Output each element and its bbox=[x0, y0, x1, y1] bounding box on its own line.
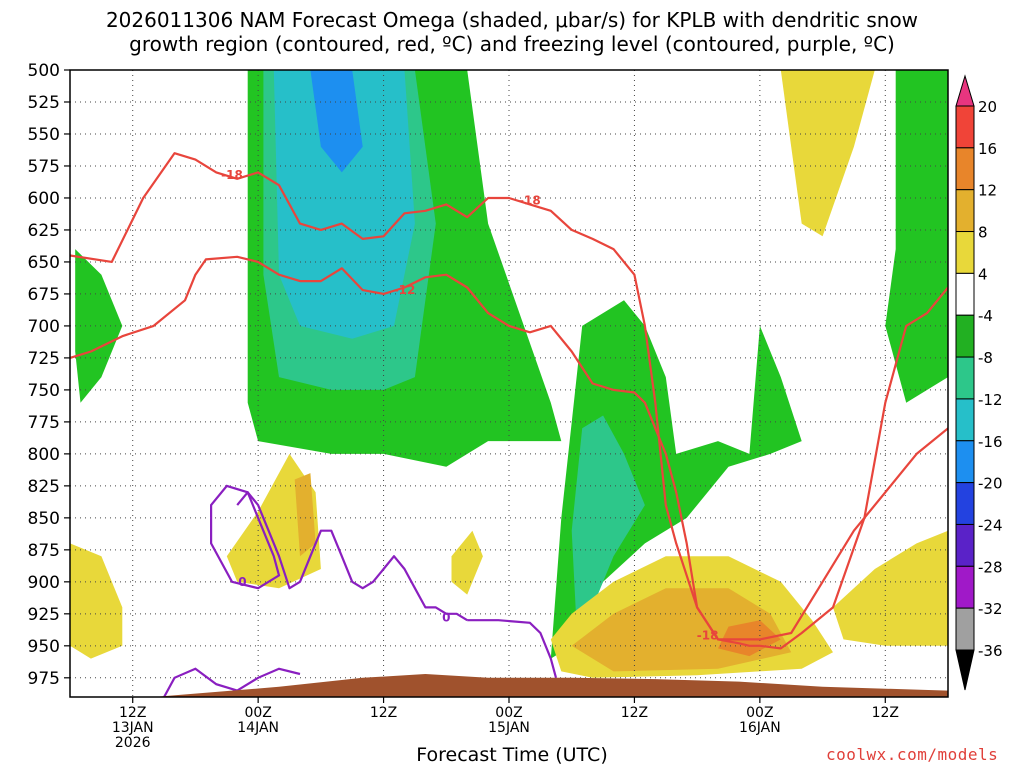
colorbar-label: -8 bbox=[978, 349, 993, 367]
y-tick-label: 775 bbox=[28, 413, 60, 433]
colorbar-box bbox=[955, 231, 975, 274]
colorbar-label: -20 bbox=[978, 475, 1003, 493]
omega-region bbox=[833, 530, 948, 646]
contour-label-minus18: -18 bbox=[221, 168, 243, 182]
contour-label-minus18-c: -18 bbox=[697, 629, 719, 643]
y-tick-label: 600 bbox=[28, 189, 60, 209]
credit-link[interactable]: coolwx.com/models bbox=[826, 745, 999, 764]
x-tick-label: 14JAN bbox=[237, 720, 279, 736]
colorbar-box bbox=[955, 189, 975, 233]
x-tick-label: 16JAN bbox=[739, 720, 781, 736]
colorbar-label: 20 bbox=[978, 98, 997, 116]
y-tick-label: 750 bbox=[28, 381, 60, 401]
omega-region bbox=[780, 70, 875, 237]
omega-region bbox=[294, 473, 316, 557]
colorbar-arrow-bottom bbox=[955, 649, 975, 691]
y-tick-label: 825 bbox=[28, 477, 60, 497]
colorbar-box bbox=[955, 607, 975, 651]
colorbar-label: -24 bbox=[978, 516, 1003, 534]
freezing-level-contour bbox=[236, 491, 468, 622]
colorbar-box bbox=[955, 105, 975, 149]
colorbar-box bbox=[955, 523, 975, 567]
x-tick-label: 00Z bbox=[244, 705, 271, 721]
omega-region bbox=[75, 249, 123, 403]
contour-label-zero: 0 bbox=[238, 575, 246, 589]
omega-region bbox=[571, 415, 645, 633]
colorbar-box bbox=[955, 272, 975, 316]
x-tick-label: 12Z bbox=[370, 705, 397, 721]
dgz-minus12-contour bbox=[70, 255, 948, 650]
freezing-level-loop bbox=[210, 484, 281, 590]
colorbar-label: -12 bbox=[978, 391, 1003, 409]
colorbar-box bbox=[955, 314, 975, 358]
x-tick-label: 00Z bbox=[495, 705, 522, 721]
x-tick-label: 15JAN bbox=[488, 720, 530, 736]
contour-label-zero-b: 0 bbox=[442, 611, 450, 625]
colorbar-label: -36 bbox=[978, 642, 1003, 660]
colorbar-label: 16 bbox=[978, 140, 997, 158]
y-tick-label: 575 bbox=[28, 157, 60, 177]
colorbar-label: 4 bbox=[978, 265, 988, 283]
y-tick-label: 925 bbox=[28, 605, 60, 625]
x-tick-label: 13JAN bbox=[112, 720, 154, 736]
omega-region bbox=[885, 70, 948, 403]
y-tick-label: 950 bbox=[28, 637, 60, 657]
colorbar-box bbox=[955, 565, 975, 609]
y-tick-label: 900 bbox=[28, 573, 60, 593]
dgz-minus18-contour bbox=[70, 152, 948, 641]
y-tick-label: 725 bbox=[28, 349, 60, 369]
colorbar-box bbox=[955, 482, 975, 525]
y-tick-label: 650 bbox=[28, 253, 60, 273]
y-tick-label: 700 bbox=[28, 317, 60, 337]
omega-region bbox=[70, 543, 123, 659]
y-tick-label: 625 bbox=[28, 221, 60, 241]
y-tick-label: 525 bbox=[28, 93, 60, 113]
colorbar-box bbox=[955, 398, 975, 442]
y-tick-label: 850 bbox=[28, 509, 60, 529]
x-tick-label: 12Z bbox=[119, 705, 146, 721]
x-tick-label: 00Z bbox=[746, 705, 773, 721]
y-tick-label: 550 bbox=[28, 125, 60, 145]
omega-region bbox=[451, 530, 483, 595]
x-tick-label: 12Z bbox=[872, 705, 899, 721]
freezing-level-low bbox=[163, 667, 301, 697]
x-tick-label: 12Z bbox=[621, 705, 648, 721]
colorbar-arrow-top bbox=[955, 74, 975, 107]
colorbar-box bbox=[955, 356, 975, 400]
contour-label-minus12: -12 bbox=[394, 283, 416, 297]
x-axis-label: Forecast Time (UTC) bbox=[416, 744, 608, 766]
omega-region bbox=[273, 70, 415, 339]
colorbar-label: -32 bbox=[978, 600, 1003, 618]
colorbar-label: -4 bbox=[978, 307, 993, 325]
x-tick-label: 2026 bbox=[115, 735, 151, 751]
omega-region bbox=[310, 70, 363, 173]
y-tick-label: 975 bbox=[28, 669, 60, 689]
colorbar-label: 8 bbox=[978, 224, 988, 242]
terrain bbox=[70, 674, 948, 697]
freezing-level-tail bbox=[467, 619, 558, 679]
colorbar-label: -16 bbox=[978, 433, 1003, 451]
chart-title: 2026011306 NAM Forecast Omega (shaded, μ… bbox=[105, 8, 919, 56]
y-tick-label: 800 bbox=[28, 445, 60, 465]
y-tick-label: 500 bbox=[28, 61, 60, 81]
y-tick-label: 875 bbox=[28, 541, 60, 561]
colorbar-label: -28 bbox=[978, 558, 1003, 576]
colorbar-box bbox=[955, 440, 975, 484]
y-tick-label: 675 bbox=[28, 285, 60, 305]
colorbar-box bbox=[955, 147, 975, 191]
plot-area bbox=[70, 70, 948, 697]
contour-label-minus18-b: -18 bbox=[519, 194, 541, 208]
colorbar-label: 12 bbox=[978, 182, 997, 200]
